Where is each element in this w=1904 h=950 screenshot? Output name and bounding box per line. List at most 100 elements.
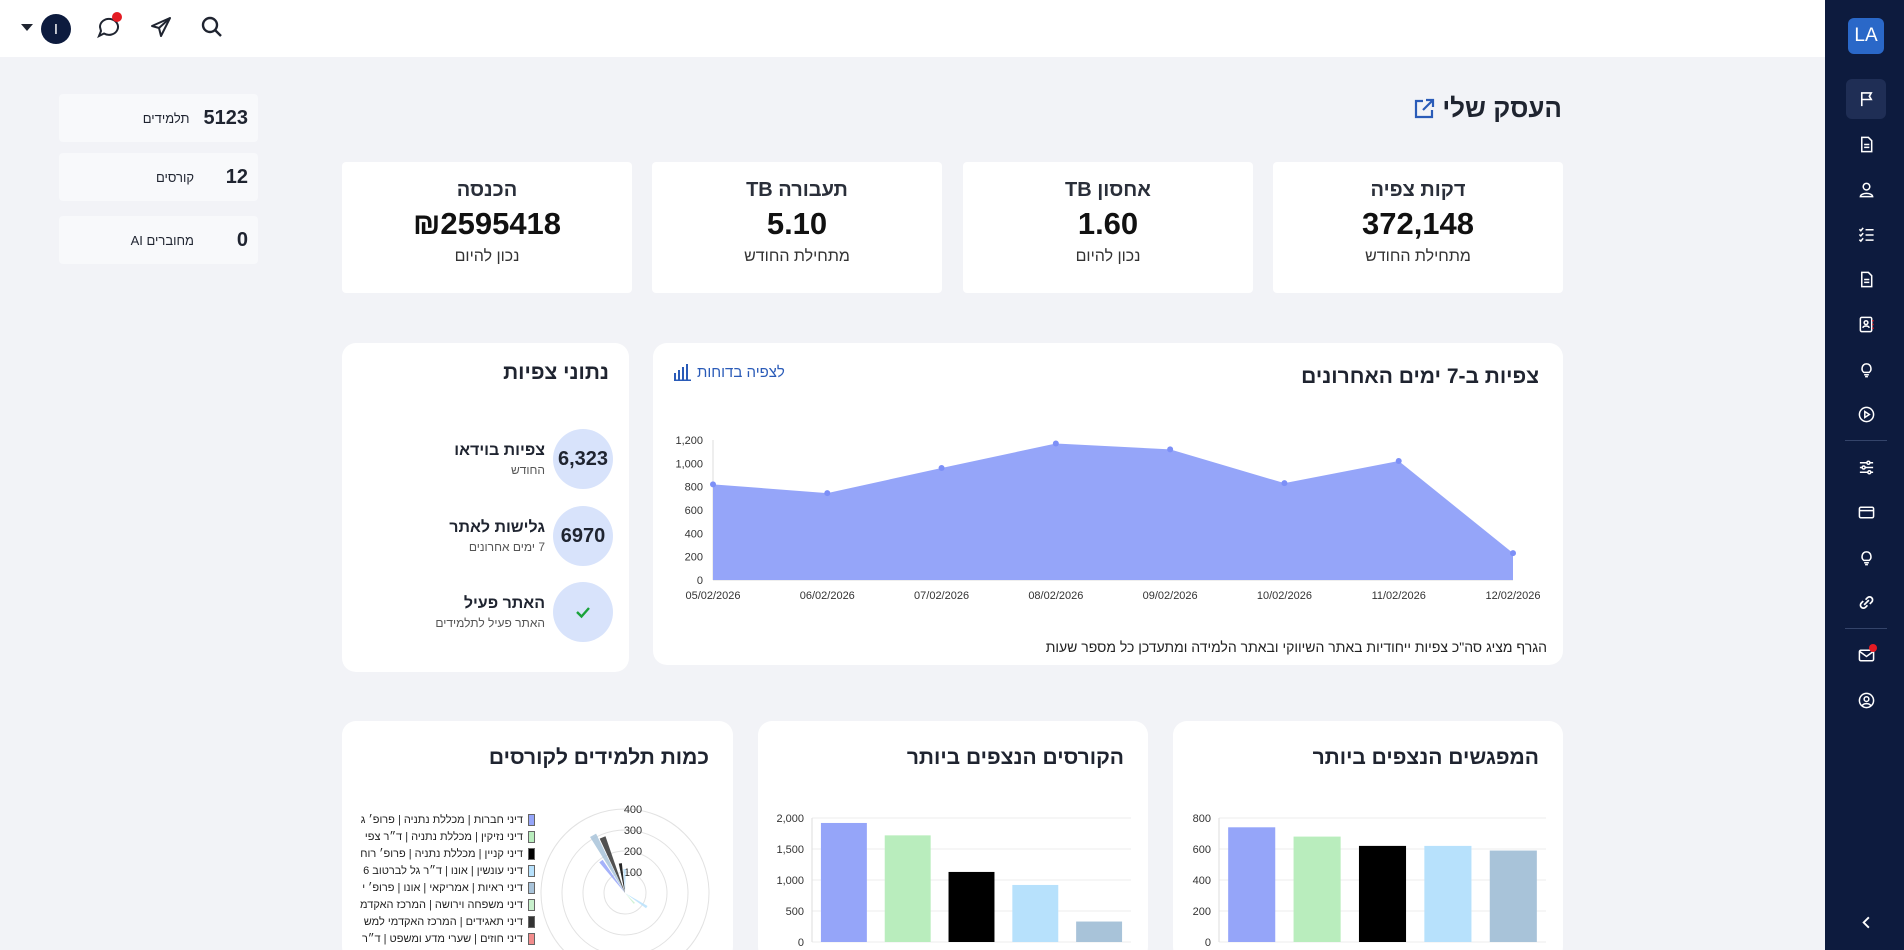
user-avatar[interactable]: I [41,14,71,44]
notification-dot [1869,644,1877,652]
sidebar-item-billing[interactable] [1846,492,1886,532]
stat-subtitle: מתחילת החודש [744,248,850,265]
chat-icon[interactable] [94,12,124,42]
user-icon [1859,182,1873,197]
legend-label: דיני עונשין | אונו | ד״ר גל לברטוב 6 [363,864,523,877]
sidebar-item-videos[interactable] [1846,394,1886,434]
card-title: נתוני צפיות [503,361,609,384]
legend-item[interactable]: דיני חוזים | שערי מדע ומשפט | ד״ר [355,930,535,947]
flag-icon [1860,91,1873,106]
legend-swatch [528,915,535,928]
bar [884,835,931,942]
legend-label: דיני נזיקין | מכללת נתניה | ד״ר צפי [364,830,523,843]
legend-item[interactable]: דיני נזיקין | מכללת נתניה | ד״ר צפי [355,828,535,845]
view-reports-link[interactable]: לצפיה בדוחות [673,363,785,381]
sidebar-item-contacts[interactable] [1846,304,1886,344]
legend-item[interactable]: דיני ראיות | אמריקאי | אונו | פרופ׳ י [355,879,535,896]
bar [1424,845,1472,942]
series-area [713,443,1513,580]
x-tick-label: 10/02/2026 [1257,590,1312,602]
views-area-chart: 0 200 400 600 800 1,000 1,200 05/02/2026 06/02/2… [675,435,1540,602]
x-tick-label: 06/02/2026 [800,590,855,602]
stat-subtitle: נכון להיום [454,248,520,265]
sidebar-item-ideas[interactable] [1846,349,1886,389]
legend-item[interactable]: דיני חברות | מכללת נתניה | פרופ׳ ג [355,811,535,828]
external-link-icon[interactable] [1412,97,1436,121]
views-chart-card: צפיות ב-7 ימים האחרונים לצפיה בדוחות 0 20… [653,343,1563,665]
stat-value: 5.10 [766,206,828,241]
legend-item[interactable]: דיני תאגידים | המרכז האקדמי למש [355,913,535,930]
row-title: צפיות בוידאו [454,441,545,459]
bar [1489,850,1537,942]
notification-dot [112,12,122,22]
stat-subtitle: מתחילת החודש [1365,248,1471,265]
polar-segment [599,836,625,893]
sliders-icon [1859,460,1873,474]
sidebar-item-settings[interactable] [1846,447,1886,487]
data-point [1395,458,1402,464]
top-meetings-bar-chart: 0 200 400 600 800 [1193,813,1546,949]
data-point [1281,480,1288,487]
counter-courses: 12 קורסים [59,153,258,201]
main-sidebar: LA [1825,0,1904,950]
x-tick-label: 09/02/2026 [1143,590,1198,602]
sidebar-collapse-button[interactable] [1846,902,1886,942]
bar [948,871,995,942]
polar-segment [625,893,648,909]
y-tick-label: 800 [685,482,703,494]
video-views-row: 6,323 צפיות בוידאו החודש [343,428,613,490]
bar [1228,827,1276,942]
stat-subtitle: נכון להיום [1075,248,1141,265]
site-visits-value: 6970 [553,506,613,566]
check-icon [576,607,590,619]
search-icon[interactable] [197,12,227,42]
chevron-left-icon [1861,916,1870,928]
sidebar-item-tips[interactable] [1846,537,1886,577]
data-point [1167,446,1174,453]
polar-segment [599,859,625,893]
stat-card-storage: TB אחסון 1.60 נכון להיום [963,162,1253,293]
top-meetings-card: המפגשים הנצפים ביותר 0 200 400 600 800 [1173,721,1563,950]
legend-item[interactable]: דיני עונשין | אונו | ד״ר גל לברטוב 6 [355,862,535,879]
counter-label: מחוברים AI [130,232,194,248]
legend-swatch [528,864,535,877]
r-tick-label: 100 [624,867,642,879]
account-logo[interactable]: LA [1848,18,1884,54]
sidebar-item-messages[interactable] [1846,635,1886,675]
sidebar-item-integrations[interactable] [1846,582,1886,622]
legend-item[interactable]: דיני משפחה וירושה | המרכז האקדמ [355,896,535,913]
polar-grid-ring [540,808,710,950]
legend-swatch [528,847,535,860]
mail-icon [1858,649,1874,661]
sidebar-item-documents[interactable] [1846,259,1886,299]
data-point [824,490,831,497]
legend-label: דיני משפחה וירושה | המרכז האקדמ [360,898,523,911]
legend-item[interactable]: דיני קניין | מכללת נתניה | פרופ׳ רוח [355,845,535,862]
counter-students: 5123 תלמידים [59,94,258,142]
polar-grid-ring [561,829,689,950]
counter-value: 5123 [203,106,249,129]
sidebar-item-users[interactable] [1846,169,1886,209]
sidebar-item-profile[interactable] [1846,680,1886,720]
legend-swatch [528,813,535,826]
card-title: צפיות ב-7 ימים האחרונים [1301,365,1539,388]
students-per-course-card: כמות תלמידים לקורסים 100 200 300 400 דיני ח… [342,721,733,950]
user-circle-icon [1858,692,1874,708]
stat-title: TB תעבורה [746,179,848,201]
view-reports-label: לצפיה בדוחות [697,363,785,381]
sidebar-item-pages[interactable] [1846,124,1886,164]
send-icon[interactable] [146,12,176,42]
stat-card-revenue: הכנסה ₪2595418 נכון להיום [342,162,632,293]
sidebar-item-tasks[interactable] [1846,214,1886,254]
y-tick-label: 1,000 [776,875,804,887]
contact-book-icon [1859,316,1874,332]
page-title: העסק שלי [1412,93,1562,124]
stat-value: 372,148 [1361,206,1475,241]
user-menu-caret[interactable] [21,24,33,31]
x-tick-label: 07/02/2026 [914,590,969,602]
counter-ai-connected: 0 מחוברים AI [59,216,258,264]
y-tick-label: 600 [1193,844,1211,856]
sidebar-item-business[interactable] [1846,79,1886,119]
stat-card-traffic: TB תעבורה 5.10 מתחילת החודש [652,162,942,293]
y-tick-label: 1,000 [675,458,703,470]
